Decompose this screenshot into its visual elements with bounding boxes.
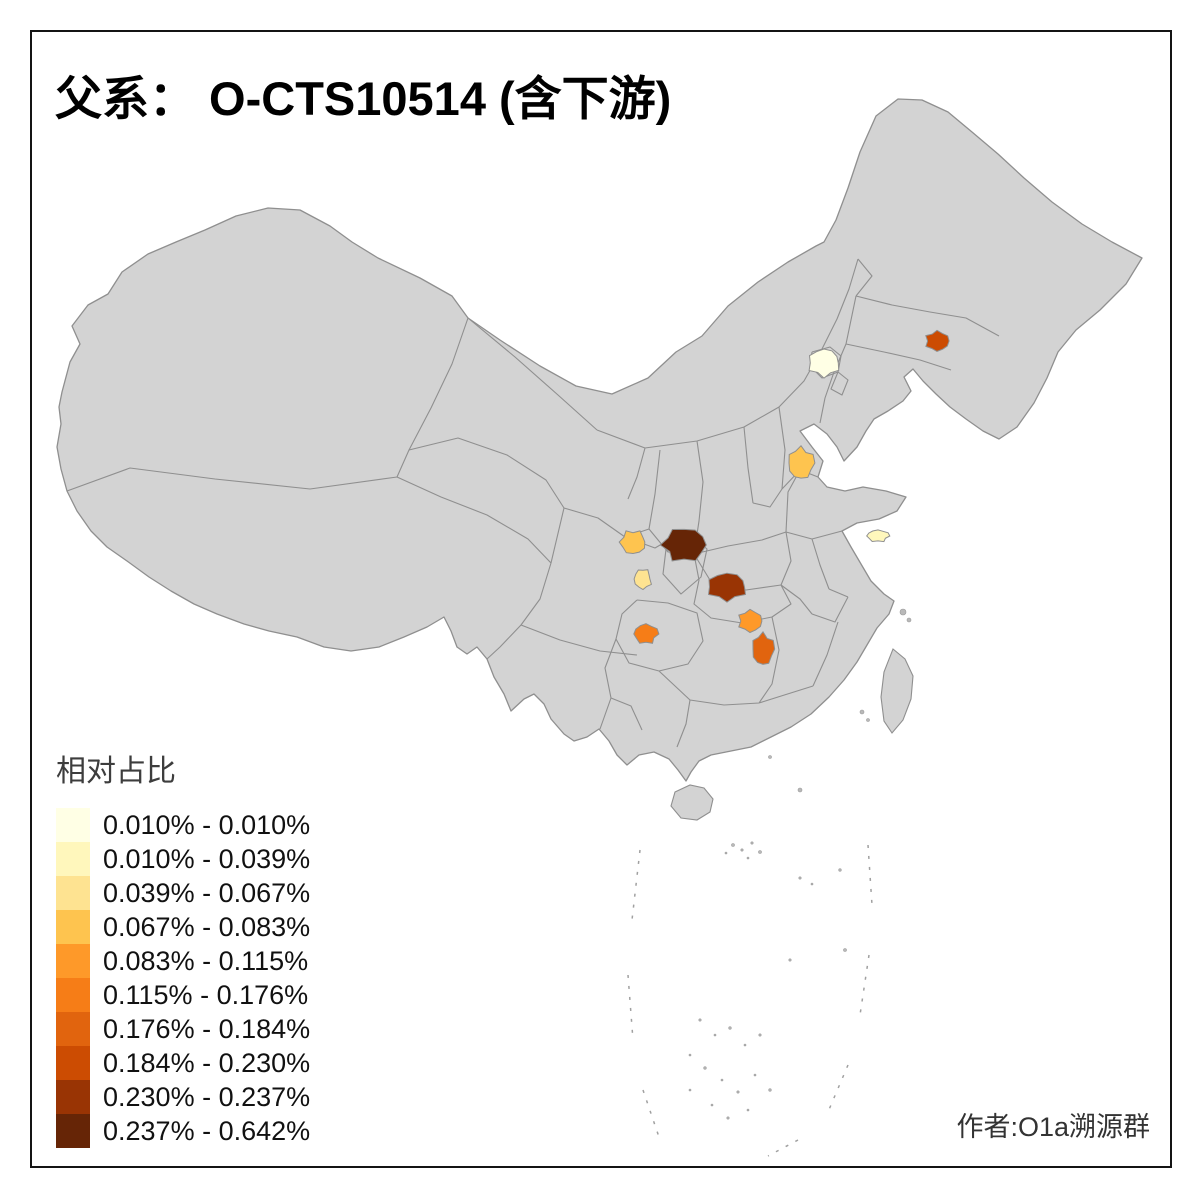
china-mainland — [56, 98, 1143, 782]
legend-item: 0.067% - 0.083% — [56, 910, 310, 944]
legend-label: 0.176% - 0.184% — [103, 1013, 311, 1044]
legend-swatch — [56, 808, 90, 842]
highlighted-region — [659, 528, 707, 562]
legend-label: 0.010% - 0.010% — [103, 809, 311, 840]
legend-item: 0.176% - 0.184% — [56, 1012, 310, 1046]
map-title: 父系： O-CTS10514 (含下游) — [55, 72, 672, 125]
legend-swatch — [56, 1080, 90, 1114]
highlighted-region — [738, 608, 763, 634]
legend-item: 0.184% - 0.230% — [56, 1046, 310, 1080]
legend-items: 0.010% - 0.010% 0.010% - 0.039% 0.039% - 0… — [56, 808, 310, 1148]
legend-item: 0.010% - 0.039% — [56, 842, 310, 876]
legend-item: 0.010% - 0.010% — [56, 808, 310, 842]
legend-swatch — [56, 944, 90, 978]
author-credit: 作者:O1a溯源群 — [956, 1112, 1150, 1142]
province-borders — [66, 258, 1000, 748]
legend-swatch — [56, 876, 90, 910]
legend-swatch — [56, 1046, 90, 1080]
highlighted-region — [618, 530, 646, 555]
highlighted-region — [707, 572, 747, 603]
highlighted-regions — [618, 329, 950, 665]
legend-label: 0.083% - 0.115% — [103, 945, 309, 976]
legend-swatch — [56, 910, 90, 944]
highlighted-region — [925, 329, 950, 352]
nine-dash-line — [627, 844, 873, 1157]
legend-swatch — [56, 842, 90, 876]
hainan-island — [670, 784, 714, 821]
legend-label: 0.237% - 0.642% — [103, 1115, 311, 1146]
highlighted-region — [788, 445, 816, 479]
legend-item: 0.083% - 0.115% — [56, 944, 310, 978]
highlighted-region — [633, 623, 660, 644]
legend-title: 相对占比 — [56, 755, 176, 788]
legend-item: 0.230% - 0.237% — [56, 1080, 310, 1114]
legend-swatch — [56, 978, 90, 1012]
highlighted-region — [752, 630, 776, 665]
legend-label: 0.115% - 0.176% — [103, 979, 309, 1010]
highlighted-region — [866, 529, 891, 543]
legend-item: 0.039% - 0.067% — [56, 876, 310, 910]
legend: 相对占比 0.010% - 0.010% 0.010% - 0.039% 0.039… — [56, 746, 310, 1148]
south-china-sea-islands — [688, 608, 912, 1120]
highlighted-region — [808, 348, 840, 379]
legend-label: 0.230% - 0.237% — [103, 1081, 311, 1112]
legend-label: 0.010% - 0.039% — [103, 843, 311, 874]
taiwan-island — [880, 648, 914, 734]
legend-label: 0.184% - 0.230% — [103, 1047, 311, 1078]
legend-swatch — [56, 1012, 90, 1046]
legend-item: 0.115% - 0.176% — [56, 978, 310, 1012]
legend-label: 0.067% - 0.083% — [103, 911, 311, 942]
legend-item: 0.237% - 0.642% — [56, 1114, 310, 1148]
legend-label: 0.039% - 0.067% — [103, 877, 311, 908]
highlighted-region — [633, 569, 652, 591]
legend-swatch — [56, 1114, 90, 1148]
